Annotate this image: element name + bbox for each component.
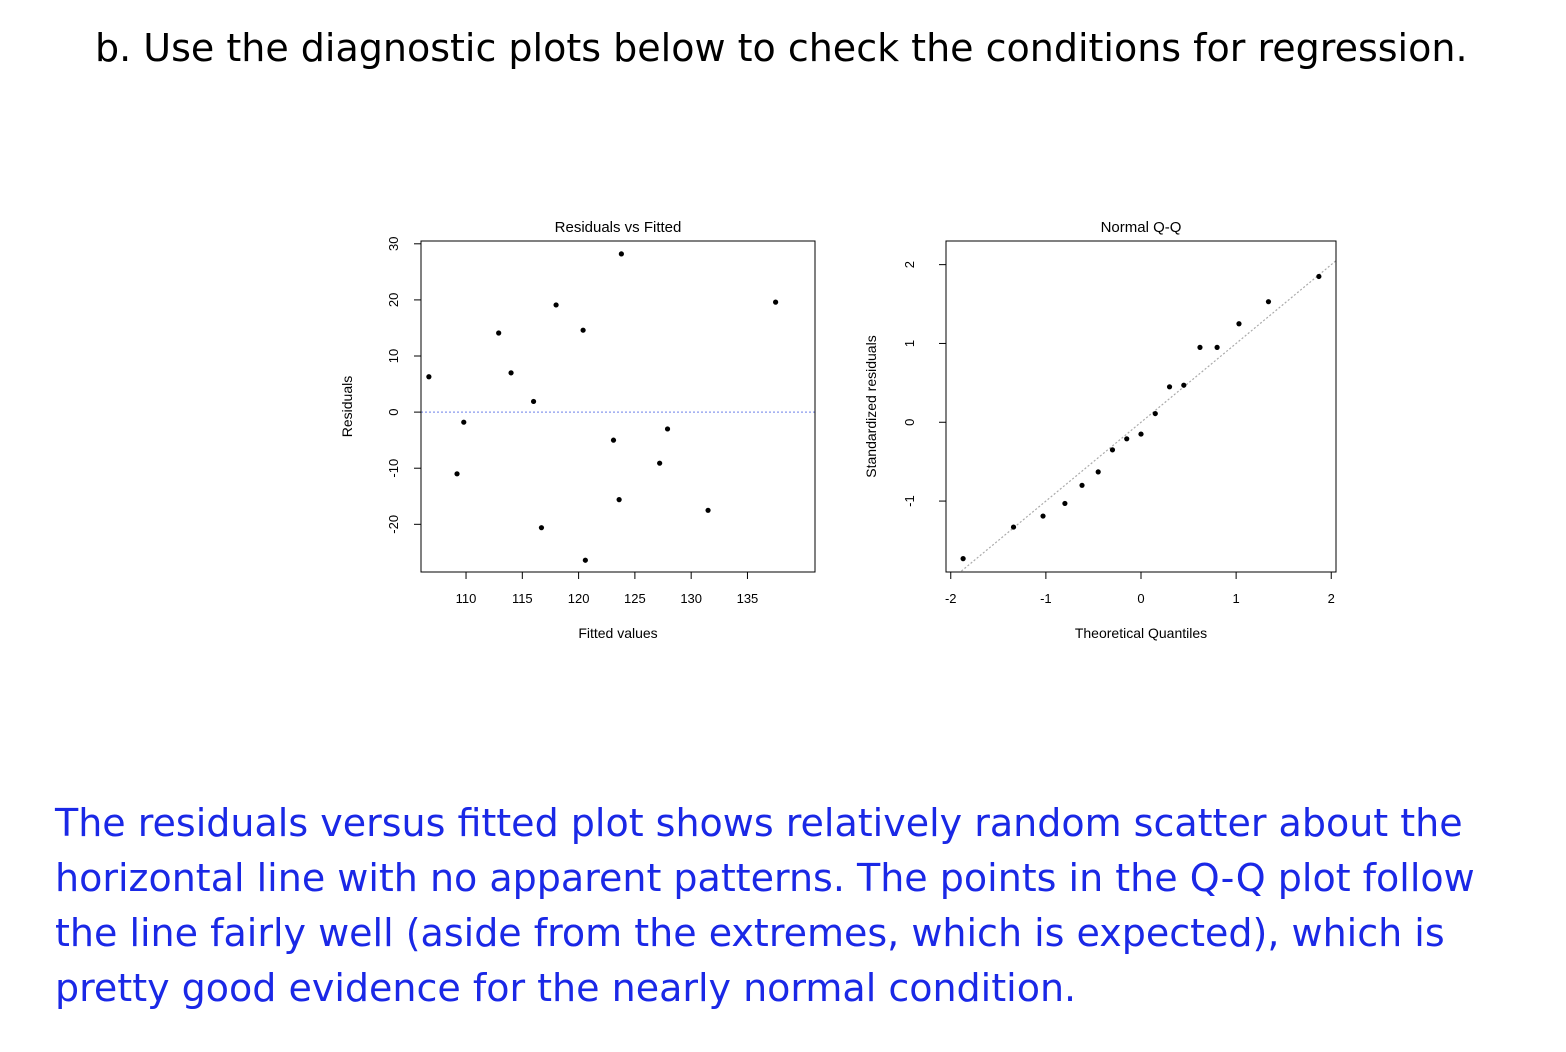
chart-1: Residuals vs Fitted 110 115 120 125 130 135 -20… bbox=[339, 219, 816, 641]
data-point bbox=[1010, 524, 1017, 530]
y-tick-label: 2 bbox=[902, 261, 917, 268]
reference-line bbox=[959, 260, 1336, 572]
y-tick-label: 1 bbox=[902, 340, 917, 347]
data-point bbox=[538, 525, 545, 531]
answer-text: The residuals versus fitted plot shows r… bbox=[55, 801, 1475, 1010]
data-point bbox=[610, 437, 617, 443]
data-point bbox=[1236, 321, 1242, 327]
data-point bbox=[1138, 431, 1144, 437]
x-tick-label: 120 bbox=[568, 591, 590, 606]
x-tick-label: 110 bbox=[456, 591, 477, 606]
chart-title: Normal Q-Q bbox=[1101, 219, 1182, 236]
x-axis-label: Theoretical Quantiles bbox=[1075, 625, 1207, 641]
data-point bbox=[553, 302, 559, 308]
data-point bbox=[664, 426, 671, 432]
x-tick-label: 0 bbox=[1137, 591, 1144, 606]
y-tick-label: -10 bbox=[386, 459, 401, 478]
y-axis-label: Standardized residuals bbox=[863, 335, 879, 477]
data-point bbox=[508, 370, 514, 376]
x-tick-label: 125 bbox=[624, 591, 646, 606]
data-point bbox=[461, 419, 467, 425]
y-axis-label: Residuals bbox=[339, 376, 355, 437]
y-tick-label: 0 bbox=[386, 408, 401, 415]
data-point bbox=[530, 398, 537, 405]
data-point bbox=[1197, 344, 1203, 350]
x-tick-label: 130 bbox=[680, 591, 702, 606]
data-point bbox=[960, 556, 966, 562]
data-point bbox=[1166, 384, 1173, 390]
x-tick-label: 2 bbox=[1328, 591, 1335, 606]
data-point bbox=[705, 507, 711, 513]
data-point bbox=[1181, 382, 1187, 388]
data-point bbox=[1040, 513, 1046, 519]
plot-frame bbox=[945, 240, 1337, 573]
data-point bbox=[1095, 469, 1101, 475]
data-point bbox=[454, 471, 460, 477]
question-heading: b. Use the diagnostic plots below to che… bbox=[95, 26, 1468, 70]
y-tick-label: -1 bbox=[902, 495, 917, 507]
data-point bbox=[1265, 299, 1272, 305]
y-tick-label: 10 bbox=[386, 349, 401, 363]
data-point bbox=[1079, 482, 1085, 488]
chart-title: Residuals vs Fitted bbox=[555, 219, 682, 236]
x-tick-label: 1 bbox=[1233, 591, 1240, 606]
data-point bbox=[657, 460, 663, 466]
data-point bbox=[580, 327, 586, 333]
x-tick-label: 135 bbox=[737, 591, 759, 606]
x-tick-label: -1 bbox=[1040, 591, 1052, 606]
data-point bbox=[616, 497, 622, 503]
x-axis-label: Fitted values bbox=[578, 625, 657, 641]
x-tick-label: 115 bbox=[512, 591, 533, 606]
data-point bbox=[582, 557, 588, 563]
y-tick-label: 30 bbox=[386, 237, 401, 251]
y-tick-label: -20 bbox=[386, 515, 401, 534]
data-point bbox=[1124, 436, 1130, 442]
data-point bbox=[1109, 447, 1116, 453]
plot-frame bbox=[420, 240, 816, 573]
data-point bbox=[1214, 344, 1220, 350]
data-point bbox=[496, 330, 502, 336]
y-tick-label: 20 bbox=[386, 293, 401, 307]
data-point bbox=[1062, 500, 1068, 507]
data-point bbox=[773, 299, 779, 305]
data-point bbox=[1316, 273, 1322, 280]
x-tick-label: -2 bbox=[945, 591, 957, 606]
data-point bbox=[618, 251, 624, 257]
data-point bbox=[426, 374, 432, 380]
chart-2: Normal Q-Q -2 -1 0 1 2 -1 0 1 2 Theoretical Quanti… bbox=[863, 219, 1337, 641]
data-point bbox=[1152, 410, 1158, 417]
y-tick-label: 0 bbox=[902, 419, 917, 426]
